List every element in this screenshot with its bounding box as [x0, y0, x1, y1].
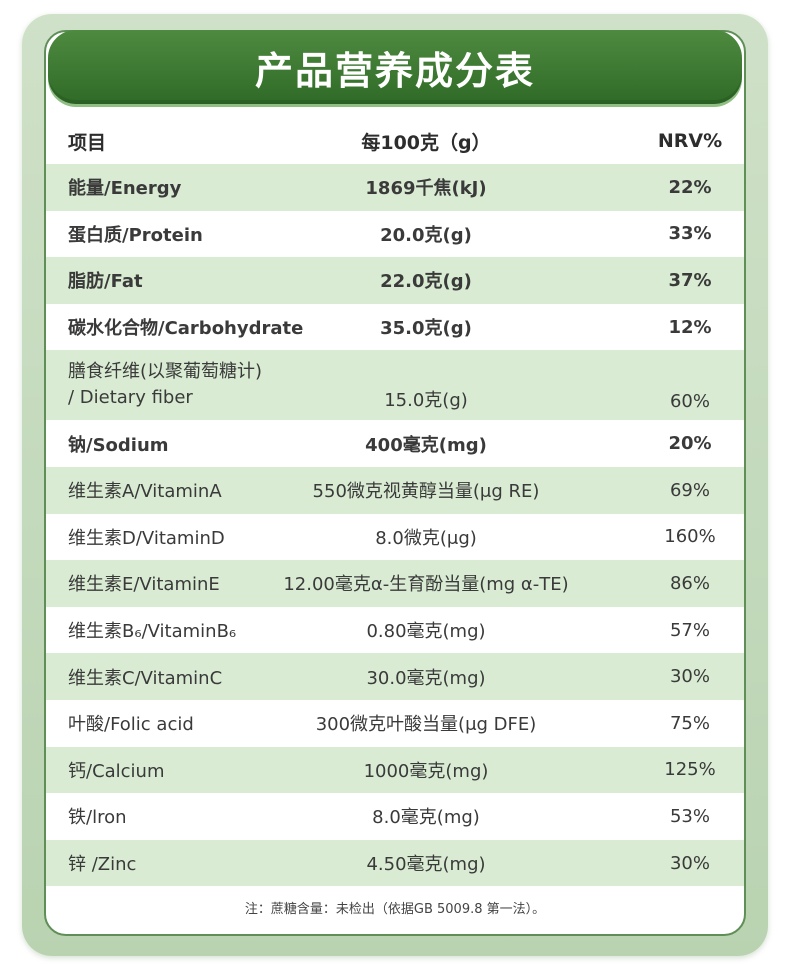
table-row: 能量/Energy 1869千焦(kJ) 22%	[46, 164, 744, 211]
table-row: 叶酸/Folic acid 300微克叶酸当量(μg DFE) 75%	[46, 700, 744, 747]
row-nrv: 69%	[669, 479, 710, 501]
row-value: 8.0微克(μg)	[375, 527, 477, 549]
row-nrv: 86%	[669, 572, 710, 594]
row-nrv: 125%	[664, 759, 716, 781]
table-row: 维生素E/VitaminE 12.00毫克α-生育酚当量(mg α-TE) 86…	[46, 560, 744, 607]
row-value: 12.00毫克α-生育酚当量(mg α-TE)	[283, 574, 569, 596]
table-row: 锌 /Zinc 4.50毫克(mg) 30%	[46, 839, 744, 887]
row-value: 550微克视黄醇当量(μg RE)	[312, 481, 540, 503]
table-row: 维生素D/VitaminD 8.0微克(μg) 160%	[46, 514, 744, 561]
row-name: 维生素B₆/VitaminB₆	[68, 621, 237, 643]
row-name: 维生素D/VitaminD	[68, 527, 225, 549]
table-row: 膳食纤维(以聚葡萄糖计) / Dietary fiber 15.0克(g) 60…	[46, 350, 744, 421]
row-nrv: 22%	[668, 176, 712, 198]
row-value: 30.0毫克(mg)	[366, 667, 486, 689]
page-title: 产品营养成分表	[254, 48, 535, 93]
row-nrv: 33%	[668, 223, 712, 245]
row-nrv: 30%	[669, 852, 710, 874]
row-name: 能量/Energy	[68, 178, 182, 200]
table-header: 项目 每100克（g） NRV%	[46, 118, 744, 164]
header-per100: 每100克（g）	[361, 131, 491, 154]
table-row: 维生素C/VitaminC 30.0毫克(mg) 30%	[46, 653, 744, 700]
row-name: 蛋白质/Protein	[68, 224, 203, 246]
table-row: 钠/Sodium 400毫克(mg) 20%	[46, 420, 744, 467]
header-nrv: NRV%	[657, 130, 723, 152]
row-value: 20.0克(g)	[380, 224, 472, 246]
row-value: 15.0克(g)	[384, 390, 468, 412]
row-value: 22.0克(g)	[380, 271, 472, 293]
row-value: 1869千焦(kJ)	[365, 178, 487, 200]
table-row: 脂肪/Fat 22.0克(g) 37%	[46, 257, 744, 304]
row-value: 300微克叶酸当量(μg DFE)	[315, 714, 537, 736]
row-nrv: 53%	[669, 805, 710, 827]
row-value: 0.80毫克(mg)	[366, 621, 486, 643]
row-name: 锌 /Zinc	[68, 854, 137, 876]
table-row: 维生素A/VitaminA 550微克视黄醇当量(μg RE) 69%	[46, 466, 744, 514]
row-name: 维生素A/VitaminA	[68, 481, 222, 503]
table-row: 钙/Calcium 1000毫克(mg) 125%	[46, 746, 744, 794]
row-value: 35.0克(g)	[380, 318, 472, 340]
row-name: 钙/Calcium	[68, 760, 165, 782]
row-name-line2: / Dietary fiber	[68, 387, 193, 409]
row-name: 脂肪/Fat	[68, 271, 143, 293]
row-value: 8.0毫克(mg)	[372, 807, 480, 829]
row-nrv: 75%	[669, 712, 710, 734]
footnote: 注：蔗糖含量：未检出（依据GB 5009.8 第一法）。	[244, 902, 546, 917]
row-nrv: 60%	[669, 391, 710, 413]
table-row: 蛋白质/Protein 20.0克(g) 33%	[46, 211, 744, 258]
table-row: 铁/lron 8.0毫克(mg) 53%	[46, 793, 744, 840]
row-value: 4.50毫克(mg)	[366, 854, 486, 876]
row-name: 维生素E/VitaminE	[68, 574, 220, 596]
table-row: 碳水化合物/Carbohydrate 35.0克(g) 12%	[46, 304, 744, 351]
row-name: 叶酸/Folic acid	[68, 714, 194, 736]
row-nrv: 57%	[669, 619, 710, 641]
table-row: 维生素B₆/VitaminB₆ 0.80毫克(mg) 57%	[46, 607, 744, 654]
nutrition-table: 项目 每100克（g） NRV% 能量/Energy 1869千焦(kJ) 22…	[46, 118, 744, 887]
row-nrv: 30%	[669, 666, 710, 688]
row-name-line1: 膳食纤维(以聚葡萄糖计)	[68, 361, 263, 383]
row-nrv: 20%	[668, 433, 712, 455]
row-name: 膳食纤维(以聚葡萄糖计) / Dietary fiber	[46, 350, 346, 420]
row-value: 1000毫克(mg)	[363, 760, 489, 782]
row-name: 铁/lron	[68, 807, 127, 829]
row-name: 维生素C/VitaminC	[68, 667, 223, 689]
row-nrv: 37%	[668, 269, 712, 291]
row-nrv: 12%	[668, 316, 712, 338]
row-value: 400毫克(mg)	[365, 434, 487, 456]
row-name: 钠/Sodium	[68, 434, 169, 456]
row-nrv: 160%	[664, 526, 716, 548]
header-item: 项目	[68, 131, 107, 154]
title-banner: 产品营养成分表	[48, 30, 742, 104]
row-name: 碳水化合物/Carbohydrate	[68, 318, 304, 340]
